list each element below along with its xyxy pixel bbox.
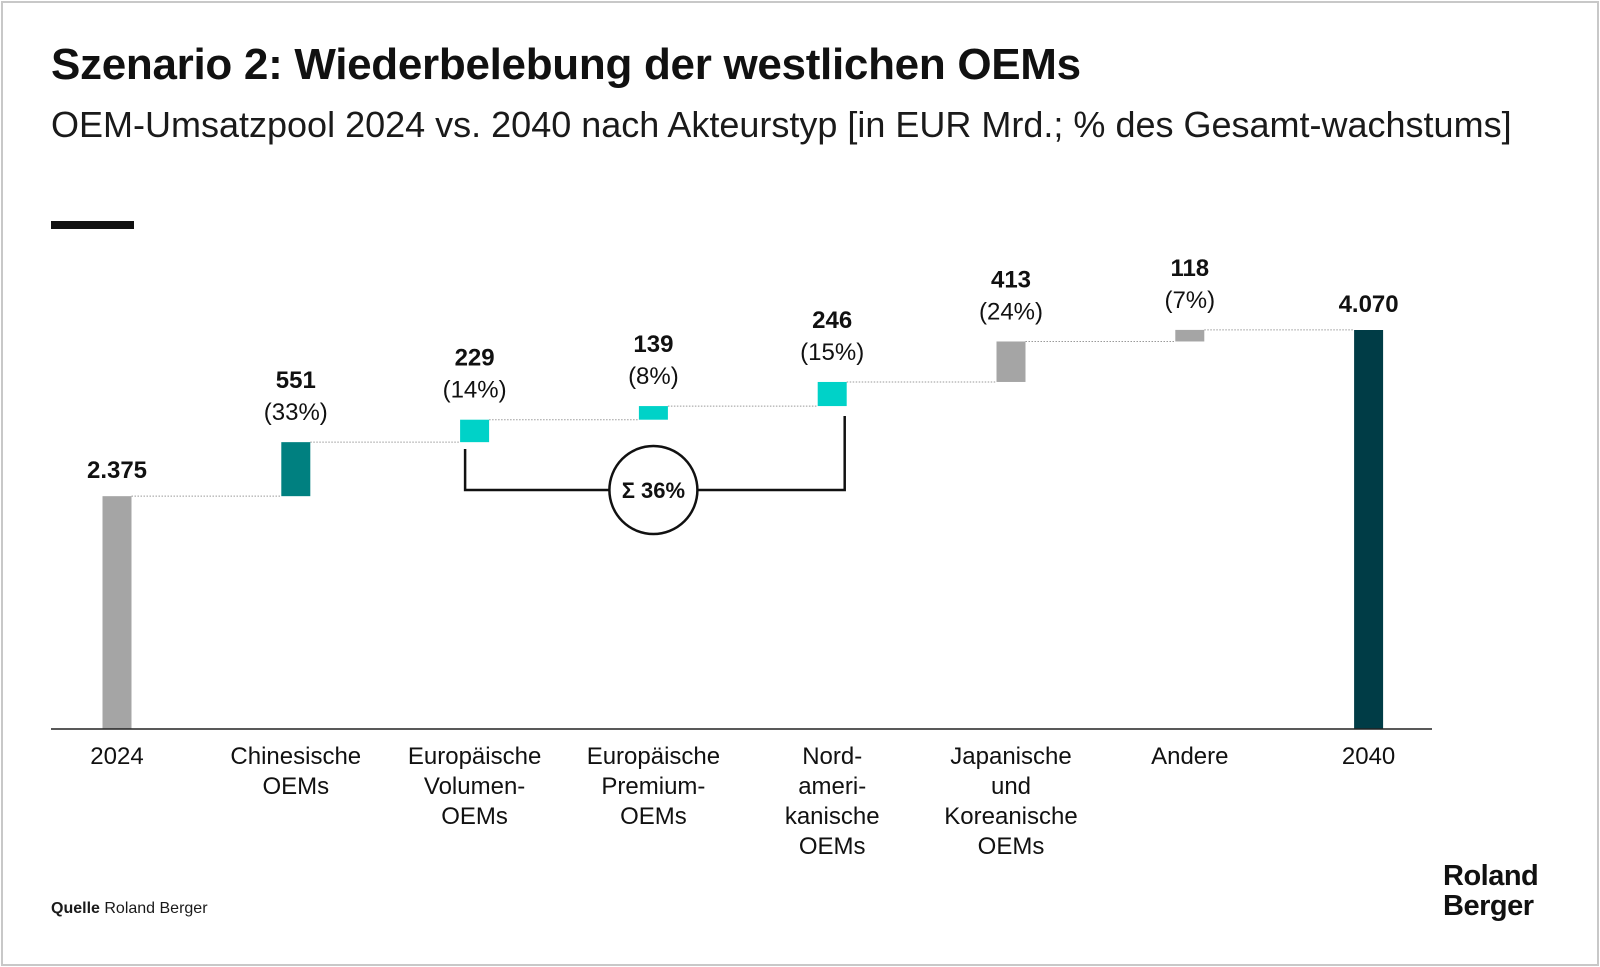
title-underline (51, 221, 134, 229)
category-tick-label: OEMs (441, 803, 508, 830)
bar-value-label: 413 (991, 266, 1031, 293)
bar-value-label: 118 (1170, 255, 1209, 282)
sum-circle (608, 444, 699, 536)
sum-label: Σ 36% (622, 478, 685, 503)
logo-line-2: Berger (1443, 890, 1534, 922)
bar-value-label: 246 (812, 307, 852, 334)
waterfall-bar (817, 381, 847, 407)
source-label: Quelle (51, 900, 100, 917)
category-tick-label: Andere (1151, 743, 1228, 770)
bar-value-label: 229 (455, 345, 495, 372)
waterfall-bar (996, 341, 1026, 382)
category-tick-label: OEMs (262, 773, 329, 800)
bar-percent-label: (24%) (979, 298, 1043, 325)
bar-value-label: 2.375 (87, 457, 147, 484)
category-tick-label: Japanische (950, 743, 1071, 770)
category-tick-label: Europäische (408, 743, 541, 770)
category-tick-label: 2040 (1342, 743, 1395, 770)
bar-percent-label: (15%) (800, 339, 864, 366)
category-tick-label: Europäische (587, 743, 720, 770)
waterfall-bar (281, 442, 311, 497)
category-tick-label: Volumen- (424, 773, 525, 800)
category-tick-label: ameri- (798, 773, 866, 800)
bar-value-label: 4.070 (1339, 291, 1399, 318)
waterfall-bar (1354, 330, 1384, 729)
category-tick-label: 2024 (90, 743, 143, 770)
category-tick-label: OEMs (978, 833, 1045, 860)
chart-subtitle: OEM-Umsatzpool 2024 vs. 2040 nach Akteur… (51, 104, 1512, 145)
category-tick-label: OEMs (799, 833, 866, 860)
sum-bracket-left (463, 449, 610, 492)
category-tick-label: OEMs (620, 803, 687, 830)
category-tick-label: kanische (785, 803, 880, 830)
category-tick-label: Chinesische (230, 743, 361, 770)
logo-line-1: Roland (1443, 860, 1539, 892)
waterfall-bar (1175, 329, 1205, 342)
source-text: Roland Berger (104, 900, 208, 917)
bar-value-label: 139 (633, 331, 673, 358)
sum-bracket-right (697, 416, 846, 492)
chart-title: Szenario 2: Wiederbelebung der westliche… (51, 40, 1081, 89)
bar-percent-label: (14%) (443, 377, 507, 404)
waterfall-bar (460, 419, 490, 443)
waterfall-bar (638, 406, 668, 420)
category-tick-label: Premium- (601, 773, 705, 800)
roland-berger-logo: Roland Berger (1443, 860, 1539, 922)
bar-percent-label: (8%) (628, 363, 679, 390)
category-tick-label: und (991, 773, 1031, 800)
bar-value-label: 551 (276, 367, 316, 394)
category-tick-label: Nord- (802, 743, 862, 770)
source-note: Quelle Roland Berger (51, 900, 208, 918)
bar-percent-label: (7%) (1164, 287, 1215, 314)
category-tick-label: Koreanische (944, 803, 1077, 830)
waterfall-bar (102, 496, 132, 729)
bar-percent-label: (33%) (264, 399, 328, 426)
